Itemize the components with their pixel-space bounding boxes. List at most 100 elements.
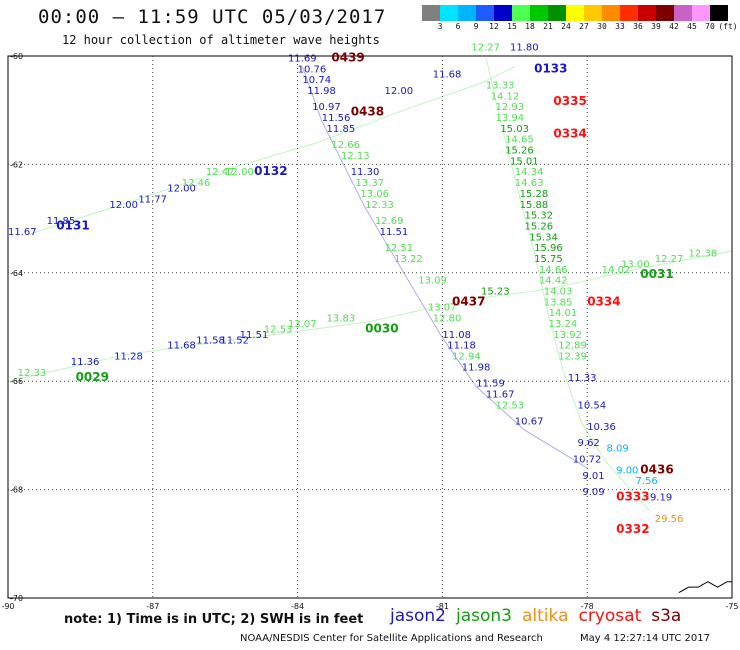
swh-value-label: 12.66 xyxy=(331,140,360,151)
pass-time-label: 0133 xyxy=(534,61,567,75)
x-tick-label: -81 xyxy=(436,602,449,611)
swh-value-label: 15.26 xyxy=(524,221,553,232)
colorbar-swatch xyxy=(458,5,476,21)
colorbar-swatch xyxy=(566,5,584,21)
swh-value-label: 14.63 xyxy=(515,178,544,189)
swh-value-label: 13.85 xyxy=(544,297,573,308)
colorbar-swatch xyxy=(476,5,494,21)
swh-value-label: 11.67 xyxy=(8,227,37,238)
swh-value-label: 15.28 xyxy=(520,189,549,200)
swh-value-label: 12.38 xyxy=(689,249,718,260)
pass-time-label: 0437 xyxy=(452,294,485,308)
colorbar-tick-label: 30 xyxy=(597,22,607,31)
swh-value-label: 10.36 xyxy=(587,422,616,433)
colorbar-swatch xyxy=(710,5,728,21)
colorbar-swatch xyxy=(440,5,458,21)
swh-value-label: 15.32 xyxy=(524,211,553,222)
x-tick-label: -90 xyxy=(1,602,14,611)
x-tick-label: -87 xyxy=(146,602,159,611)
swh-value-label: 11.52 xyxy=(220,335,249,346)
swh-value-label: 13.09 xyxy=(418,276,447,287)
swh-value-label: 11.58 xyxy=(196,335,225,346)
swh-value-label: 12.00 xyxy=(384,86,413,97)
swh-value-label: 12.00 xyxy=(109,200,138,211)
swh-value-label: 14.03 xyxy=(544,286,573,297)
colorbar-swatch xyxy=(548,5,566,21)
swh-value-label: 13.22 xyxy=(394,254,423,265)
track-line xyxy=(301,66,588,469)
swh-value-label: 12.39 xyxy=(558,352,587,363)
y-tick-label: -60 xyxy=(10,52,23,61)
swh-value-label: 12.27 xyxy=(655,254,684,265)
legend-entry-jason2: jason2 xyxy=(390,606,446,626)
swh-value-label: 12.93 xyxy=(495,102,524,113)
swh-value-label: 15.01 xyxy=(510,156,539,167)
swh-value-label: 11.36 xyxy=(71,357,100,368)
swh-value-label: 12.69 xyxy=(375,216,404,227)
swh-value-label: 12.47 xyxy=(206,167,235,178)
legend-entry-s3a: s3a xyxy=(651,606,682,626)
swh-value-label: 11.67 xyxy=(486,389,515,400)
swh-value-label: 14.66 xyxy=(539,265,568,276)
swh-value-label: 9.19 xyxy=(650,492,672,503)
swh-value-label: 11.56 xyxy=(322,113,351,124)
page-subtitle: 12 hour collection of altimeter wave hei… xyxy=(62,33,380,47)
swh-value-label: 10.74 xyxy=(302,75,331,86)
swh-value-label: 11.69 xyxy=(288,53,317,64)
swh-value-label: 13.92 xyxy=(553,330,582,341)
swh-value-label: 12.13 xyxy=(341,151,370,162)
swh-value-label: 13.06 xyxy=(360,189,389,200)
x-tick-label: -84 xyxy=(291,602,304,611)
colorbar-tick-label: 15 xyxy=(507,22,517,31)
swh-value-label: 13.24 xyxy=(549,319,578,330)
swh-value-label: 15.96 xyxy=(534,243,563,254)
swh-value-label: 12.80 xyxy=(433,314,462,325)
colorbar-swatch xyxy=(584,5,602,21)
swh-value-label: 12.53 xyxy=(264,324,293,335)
swh-value-label: 13.07 xyxy=(288,319,317,330)
colorbar-tick-label: 21 xyxy=(543,22,553,31)
colorbar-swatch xyxy=(602,5,620,21)
page-title: 00:00 – 11:59 UTC 05/03/2017 xyxy=(38,6,387,28)
swh-value-label: 12.27 xyxy=(471,43,500,54)
pass-time-label: 0335 xyxy=(553,94,586,108)
pass-time-label: 0439 xyxy=(331,50,364,64)
swh-value-label: 13.00 xyxy=(621,259,650,270)
swh-value-label: 11.08 xyxy=(442,330,471,341)
swh-value-label: 10.54 xyxy=(578,400,607,411)
swh-value-label: 11.98 xyxy=(307,86,336,97)
swh-value-label: 11.33 xyxy=(568,373,597,384)
swh-value-label: 10.76 xyxy=(298,64,327,75)
legend-entry-altika: altika xyxy=(522,606,569,626)
swh-value-label: 11.77 xyxy=(138,194,167,205)
pass-time-label: 0438 xyxy=(351,105,384,119)
swh-value-label: 10.67 xyxy=(515,417,544,428)
swh-value-label: 12.51 xyxy=(384,243,413,254)
y-tick-label: -62 xyxy=(10,160,23,169)
swh-value-label: 11.51 xyxy=(240,330,269,341)
pass-time-label: 0132 xyxy=(254,164,287,178)
swh-value-label: 12.46 xyxy=(182,178,211,189)
y-tick-label: -70 xyxy=(10,594,23,603)
colorbar-tick-label: 27 xyxy=(579,22,589,31)
swh-value-label: 14.34 xyxy=(515,167,544,178)
swh-value-label: 12.00 xyxy=(225,167,254,178)
swh-value-label: 13.33 xyxy=(486,81,515,92)
swh-value-label: 11.98 xyxy=(462,362,491,373)
pass-time-label: 0029 xyxy=(76,370,109,384)
pass-time-label: 0131 xyxy=(56,218,89,232)
pass-time-label: 0031 xyxy=(640,267,673,281)
colorbar-unit: (ft) xyxy=(718,22,738,31)
swh-value-label: 15.88 xyxy=(520,200,549,211)
colorbar-tick-label: 36 xyxy=(633,22,643,31)
swh-value-label: 12.00 xyxy=(167,184,196,195)
pass-time-label: 0333 xyxy=(616,489,649,503)
credit-line: NOAA/NESDIS Center for Satellite Applica… xyxy=(240,633,543,644)
swh-value-label: 12.53 xyxy=(495,400,524,411)
colorbar-tick-label: 9 xyxy=(473,22,479,31)
pass-time-label: 0030 xyxy=(365,321,398,335)
swh-value-label: 13.07 xyxy=(428,303,457,314)
colorbar-swatch xyxy=(656,5,674,21)
